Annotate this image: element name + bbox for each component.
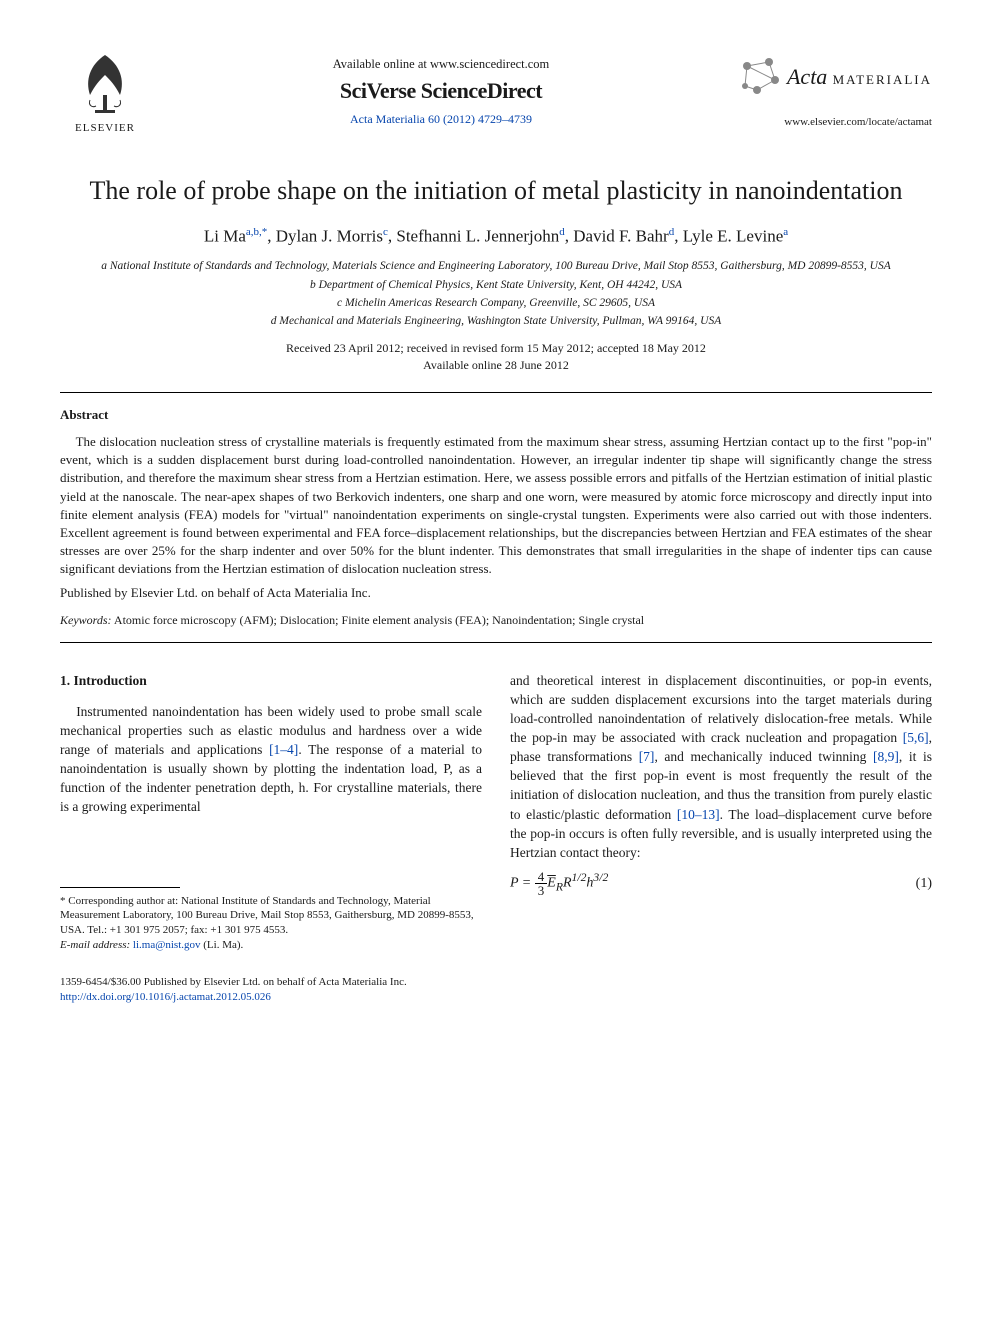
citation-line: Acta Materialia 60 (2012) 4729–4739	[150, 112, 732, 127]
affiliation-d: d Mechanical and Materials Engineering, …	[60, 313, 932, 330]
sciencedirect-text: ScienceDirect	[416, 78, 542, 103]
abstract-heading: Abstract	[60, 407, 932, 423]
header-center: Available online at www.sciencedirect.co…	[150, 57, 732, 127]
email-link[interactable]: li.ma@nist.gov	[133, 939, 201, 951]
affiliations: a National Institute of Standards and Te…	[60, 258, 932, 330]
journal-name-italic: Acta	[787, 64, 827, 89]
citation-link[interactable]: Acta Materialia 60 (2012) 4729–4739	[350, 112, 532, 126]
footnote-text: * Corresponding author at: National Inst…	[60, 894, 482, 939]
publisher-name: ELSEVIER	[75, 122, 135, 134]
email-label: E-mail address:	[60, 939, 130, 951]
sciencedirect-brand: SciVerse ScienceDirect	[150, 78, 732, 104]
intro-para-right: and theoretical interest in displacement…	[510, 671, 932, 863]
author-3-aff: d	[559, 226, 565, 238]
author-2-aff: c	[383, 226, 388, 238]
journal-url: www.elsevier.com/locate/actamat	[784, 116, 932, 128]
journal-logo-block: Acta MATERIALIA www.elsevier.com/locate/…	[732, 56, 932, 128]
author-2: Dylan J. Morris	[276, 226, 383, 245]
copyright-line: 1359-6454/$36.00 Published by Elsevier L…	[60, 975, 932, 990]
keywords-text: Atomic force microscopy (AFM); Dislocati…	[112, 613, 645, 627]
author-list: Li Maa,b,*, Dylan J. Morrisc, Stefhanni …	[60, 226, 932, 247]
rule-above-abstract	[60, 392, 932, 393]
journal-name-smallcaps: MATERIALIA	[827, 72, 932, 87]
author-4: David F. Bahr	[573, 226, 668, 245]
affiliation-b: b Department of Chemical Physics, Kent S…	[60, 277, 932, 294]
abstract-body: The dislocation nucleation stress of cry…	[60, 433, 932, 579]
title-block: The role of probe shape on the initiatio…	[60, 174, 932, 374]
ref-8-9[interactable]: [8,9]	[873, 749, 899, 764]
equation-1-body: P = 43ERR1/2h3/2	[510, 870, 608, 897]
affiliation-a: a National Institute of Standards and Te…	[60, 258, 932, 275]
section-1-heading: 1. Introduction	[60, 671, 482, 690]
corresponding-author-footnote: * Corresponding author at: National Inst…	[60, 894, 482, 953]
column-left: 1. Introduction Instrumented nanoindenta…	[60, 671, 482, 953]
page-footer: 1359-6454/$36.00 Published by Elsevier L…	[60, 975, 932, 1006]
rule-below-keywords	[60, 642, 932, 643]
affiliation-c: c Michelin Americas Research Company, Gr…	[60, 295, 932, 312]
journal-name: Acta MATERIALIA	[787, 64, 932, 90]
email-tail: (Li. Ma).	[201, 939, 244, 951]
publisher-note: Published by Elsevier Ltd. on behalf of …	[60, 585, 932, 601]
footnote-email-line: E-mail address: li.ma@nist.gov (Li. Ma).	[60, 938, 482, 953]
dates-received: Received 23 April 2012; received in revi…	[60, 340, 932, 357]
author-1-aff: a,b,*	[246, 226, 267, 238]
intro-para-left: Instrumented nanoindentation has been wi…	[60, 702, 482, 817]
equation-1: P = 43ERR1/2h3/2 (1)	[510, 870, 932, 897]
journal-brand: Acta MATERIALIA	[739, 56, 932, 98]
ref-7[interactable]: [7]	[639, 749, 655, 764]
page-header: ELSEVIER Available online at www.science…	[60, 50, 932, 134]
doi-link[interactable]: http://dx.doi.org/10.1016/j.actamat.2012…	[60, 991, 271, 1003]
available-online-text: Available online at www.sciencedirect.co…	[150, 57, 732, 72]
keywords-label: Keywords:	[60, 613, 112, 627]
column-right: and theoretical interest in displacement…	[510, 671, 932, 953]
author-5: Lyle E. Levine	[683, 226, 784, 245]
ref-1-4[interactable]: [1–4]	[269, 742, 298, 757]
keywords-line: Keywords: Atomic force microscopy (AFM);…	[60, 613, 932, 628]
dates-online: Available online 28 June 2012	[60, 357, 932, 374]
ref-5-6[interactable]: [5,6]	[903, 730, 929, 745]
author-1: Li Ma	[204, 226, 246, 245]
paper-title: The role of probe shape on the initiatio…	[60, 174, 932, 208]
ref-10-13[interactable]: [10–13]	[677, 807, 720, 822]
author-3: Stefhanni L. Jennerjohn	[396, 226, 559, 245]
publisher-logo: ELSEVIER	[60, 50, 150, 134]
author-5-aff: a	[783, 226, 788, 238]
footnote-separator	[60, 887, 180, 888]
author-4-aff: d	[669, 226, 675, 238]
article-dates: Received 23 April 2012; received in revi…	[60, 340, 932, 374]
body-columns: 1. Introduction Instrumented nanoindenta…	[60, 671, 932, 953]
acta-lattice-icon	[739, 56, 781, 98]
equation-1-number: (1)	[916, 874, 932, 894]
elsevier-tree-icon	[70, 50, 140, 120]
sciverse-text: SciVerse	[340, 78, 416, 103]
